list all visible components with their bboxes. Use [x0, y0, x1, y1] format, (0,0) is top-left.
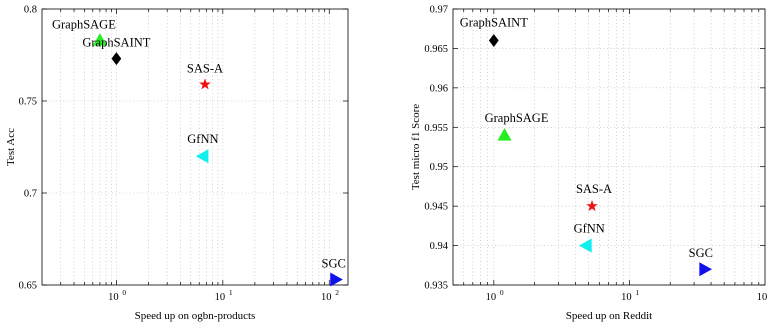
x-tick-exponent: 0 [500, 288, 504, 297]
plot-frame [41, 8, 349, 286]
y-tick-label: 0.8 [24, 5, 37, 16]
point-sgc [330, 272, 343, 287]
x-axis-title: Speed up on ogbn-products [135, 310, 256, 322]
point-label: GraphSAGE [485, 111, 549, 125]
y-tick-label: 0.945 [424, 202, 448, 213]
y-axis-title: Test Acc [5, 128, 17, 166]
x-tick-exponent: 1 [229, 288, 233, 297]
point-graphsage [92, 33, 107, 46]
point-label: GraphSAINT [82, 36, 150, 50]
y-tick-label: 0.955 [424, 123, 448, 134]
x-tick-exponent: 2 [335, 288, 339, 297]
x-tick-exponent: 0 [122, 288, 126, 297]
point-label: SGC [689, 246, 713, 260]
point-sas-a [199, 78, 211, 90]
point-label: GfNN [574, 222, 605, 236]
point-graphsaint [111, 52, 122, 66]
y-axis-title: Test micro f1 Score [410, 104, 422, 190]
y-tick-label: 0.94 [430, 241, 449, 252]
point-label: GfNN [187, 132, 218, 146]
point-label: SAS-A [576, 182, 612, 196]
point-label: SGC [322, 256, 346, 270]
point-sgc [699, 262, 712, 277]
y-tick-label: 0.965 [424, 44, 448, 55]
point-label: GraphSAGE [52, 17, 116, 31]
point-graphsaint [488, 34, 499, 48]
point-gfnn [579, 238, 592, 253]
y-tick-label: 0.95 [430, 162, 448, 173]
y-tick-label: 0.7 [24, 189, 37, 200]
y-tick-label: 0.65 [19, 281, 37, 292]
x-tick-label: 10 [215, 292, 226, 303]
y-tick-label: 0.96 [430, 83, 448, 94]
x-tick-label: 10 [621, 292, 632, 303]
x-tick-label: 10 [108, 292, 119, 303]
x-tick-label: 10 [486, 292, 497, 303]
y-tick-label: 0.935 [424, 281, 448, 292]
x-tick-label: 10 [321, 292, 332, 303]
y-tick-label: 0.75 [19, 97, 37, 108]
point-label: GraphSAINT [460, 16, 528, 30]
x-tick-exponent: 1 [635, 288, 639, 297]
point-gfnn [195, 149, 209, 164]
point-graphsage [497, 128, 512, 141]
point-sas-a [586, 200, 598, 212]
x-tick-label: 10 [757, 292, 768, 303]
y-tick-label: 0.97 [430, 5, 448, 16]
point-label: SAS-A [187, 61, 223, 75]
plot-frame [452, 8, 766, 286]
x-axis-title: Speed up on Reddit [566, 310, 652, 322]
